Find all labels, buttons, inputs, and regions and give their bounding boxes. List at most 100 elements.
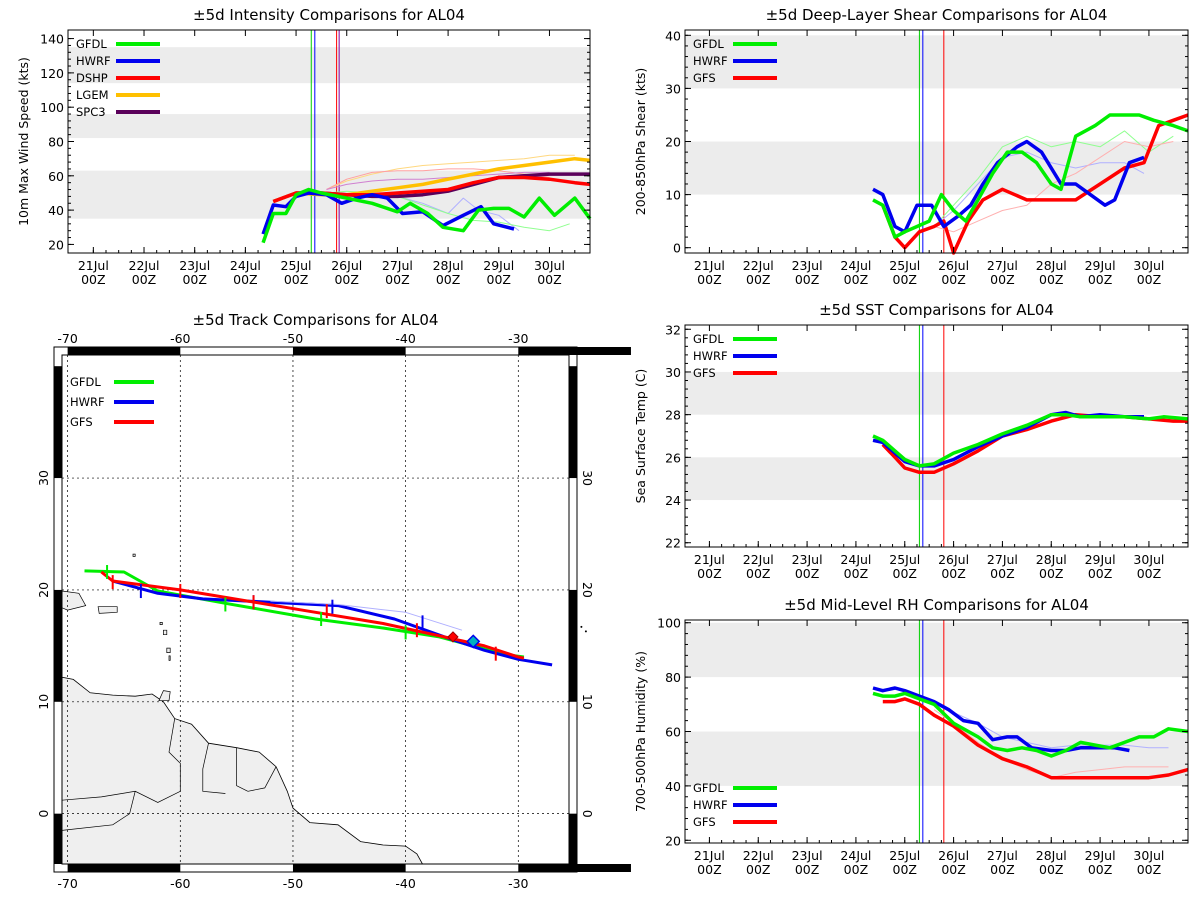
x-tick-label: 21Jul (694, 552, 725, 567)
legend: GFDL HWRF DSHP LGEM SPC3 (76, 37, 160, 119)
shade-band (685, 371, 1188, 415)
x-tick-label: 28Jul (1036, 258, 1067, 273)
lon-tick-label: -30 (508, 331, 528, 346)
x-tick-label: 26Jul (938, 552, 969, 567)
x-tick-label: 00Z (746, 272, 770, 287)
x-tick-label: 23Jul (792, 258, 823, 273)
series-line-gfs (881, 113, 1189, 255)
lat-tick-label: 0 (580, 810, 595, 818)
x-tick-label: 29Jul (1085, 848, 1116, 863)
chart-rh: 2040608010021Jul00Z22Jul00Z23Jul00Z24Jul… (633, 596, 1189, 877)
axis-bar (67, 864, 181, 872)
y-tick-label: 24 (665, 493, 681, 508)
x-tick-label: 00Z (893, 272, 917, 287)
axis-bar (54, 813, 62, 864)
x-tick-label: 00Z (893, 566, 917, 581)
shade-band (68, 114, 590, 139)
y-tick-label: 20 (665, 833, 681, 848)
x-tick-label: 29Jul (1085, 552, 1116, 567)
axis-bar (292, 864, 406, 872)
x-tick-label: 25Jul (889, 258, 920, 273)
lon-tick-label: -30 (508, 876, 528, 891)
x-tick-label: 24Jul (840, 552, 871, 567)
x-tick-label: 22Jul (129, 258, 160, 273)
x-tick-label: 00Z (233, 272, 257, 287)
x-tick-label: 28Jul (433, 258, 464, 273)
island (166, 647, 171, 653)
x-tick-label: 00Z (795, 272, 819, 287)
lat-tick-label: 20 (36, 582, 51, 598)
x-tick-label: 26Jul (938, 848, 969, 863)
chart-title: ±5d SST Comparisons for AL04 (819, 301, 1054, 319)
x-tick-label: 25Jul (889, 552, 920, 567)
y-tick-label: 40 (48, 203, 64, 218)
series-line-gfdl (872, 113, 1189, 239)
x-tick-label: 29Jul (483, 258, 514, 273)
x-tick-label: 25Jul (281, 258, 312, 273)
chart-intensity: 2040608010012014021Jul00Z22Jul00Z23Jul00… (16, 6, 592, 287)
lon-tick-label: -50 (283, 876, 303, 891)
lat-tick-label: 20 (580, 582, 595, 598)
x-tick-label: 24Jul (840, 848, 871, 863)
x-tick-label: 25Jul (889, 848, 920, 863)
x-tick-label: 22Jul (743, 552, 774, 567)
x-tick-label: 23Jul (792, 848, 823, 863)
axis-bar (518, 347, 631, 355)
y-tick-label: 28 (665, 408, 681, 423)
chart-title: ±5d Mid-Level RH Comparisons for AL04 (784, 596, 1089, 614)
x-tick-label: 30Jul (1133, 258, 1164, 273)
island (158, 690, 171, 702)
current-position-marker (466, 634, 481, 649)
plot-frame (684, 324, 1189, 548)
island (61, 590, 87, 611)
x-tick-label: 00Z (1088, 566, 1112, 581)
axis-bar (67, 347, 181, 355)
legend-label: GFS (70, 415, 93, 429)
y-tick-label: 100 (40, 100, 64, 115)
lat-tick-label: 10 (580, 694, 595, 710)
legend-label: LGEM (76, 88, 109, 102)
island (168, 655, 171, 661)
series-line-hwrf (872, 686, 1130, 753)
legend-label: HWRF (693, 798, 728, 812)
x-tick-label: 00Z (436, 272, 460, 287)
x-tick-label: 00Z (132, 272, 156, 287)
country-border (236, 747, 249, 792)
x-tick-label: 00Z (537, 272, 561, 287)
y-tick-label: 120 (40, 66, 64, 81)
chart-sst: 22242628303221Jul00Z22Jul00Z23Jul00Z24Ju… (633, 301, 1189, 581)
x-tick-label: 28Jul (1036, 848, 1067, 863)
x-tick-label: 30Jul (1133, 848, 1164, 863)
x-tick-label: 00Z (1137, 272, 1161, 287)
y-tick-label: 140 (40, 32, 64, 47)
lat-tick-label: 30 (580, 470, 595, 486)
axis-bar (54, 589, 62, 702)
x-tick-label: 00Z (746, 862, 770, 877)
series-line-gfdl (261, 187, 592, 244)
country-border (202, 743, 226, 794)
x-tick-label: 00Z (1039, 566, 1063, 581)
y-tick-label: 10 (665, 188, 681, 203)
lon-tick-label: -50 (283, 331, 303, 346)
chart-title: ±5d Intensity Comparisons for AL04 (193, 6, 465, 24)
x-tick-label: 22Jul (743, 848, 774, 863)
y-tick-label: 26 (665, 450, 681, 465)
legend-label: GFDL (693, 781, 724, 795)
x-tick-label: 00Z (1137, 566, 1161, 581)
x-tick-label: 27Jul (987, 552, 1018, 567)
x-tick-label: 00Z (990, 566, 1014, 581)
x-tick-label: 30Jul (534, 258, 565, 273)
x-tick-label: 21Jul (78, 258, 109, 273)
series-line-gfdl-prev (933, 130, 1174, 227)
series-line-hwrf (872, 139, 1145, 234)
y-axis-label: Sea Surface Temp (C) (633, 369, 648, 504)
island (159, 622, 163, 625)
y-tick-label: 80 (665, 670, 681, 685)
x-tick-label: 00Z (893, 862, 917, 877)
x-tick-label: 00Z (941, 566, 965, 581)
legend-label: GFS (693, 71, 716, 85)
legend-label: HWRF (70, 395, 105, 409)
x-tick-label: 24Jul (230, 258, 261, 273)
x-tick-label: 00Z (1039, 272, 1063, 287)
x-tick-label: 00Z (990, 862, 1014, 877)
